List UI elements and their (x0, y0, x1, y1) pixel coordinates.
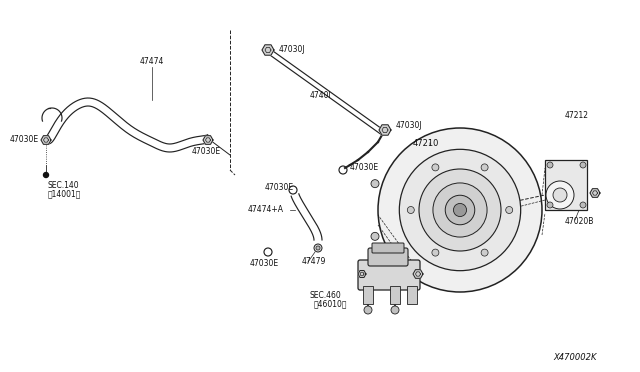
Circle shape (419, 169, 501, 251)
Text: 47210: 47210 (413, 138, 440, 148)
Circle shape (580, 162, 586, 168)
Circle shape (44, 173, 49, 177)
Text: 47030J: 47030J (396, 122, 422, 131)
Polygon shape (203, 136, 213, 144)
Circle shape (547, 162, 553, 168)
Circle shape (553, 188, 567, 202)
Circle shape (481, 249, 488, 256)
Circle shape (378, 128, 542, 292)
Circle shape (316, 246, 320, 250)
Text: 47474+A: 47474+A (248, 205, 284, 215)
Text: 47030E: 47030E (192, 148, 221, 157)
Polygon shape (590, 189, 600, 197)
Polygon shape (41, 136, 51, 144)
Text: 〔46010〕: 〔46010〕 (314, 299, 348, 308)
Circle shape (371, 180, 379, 187)
Circle shape (314, 244, 322, 252)
Circle shape (546, 181, 574, 209)
Circle shape (364, 306, 372, 314)
Circle shape (432, 164, 439, 171)
Text: 47020B: 47020B (565, 218, 595, 227)
Circle shape (580, 202, 586, 208)
Text: 47212: 47212 (565, 110, 589, 119)
FancyBboxPatch shape (545, 160, 587, 210)
Circle shape (407, 206, 414, 214)
Text: 47030J: 47030J (279, 45, 306, 55)
Circle shape (391, 306, 399, 314)
Text: 47479: 47479 (302, 257, 326, 266)
Circle shape (432, 249, 439, 256)
FancyBboxPatch shape (363, 286, 373, 304)
Text: SEC.140: SEC.140 (47, 180, 79, 189)
Text: SEC.460: SEC.460 (310, 291, 342, 299)
Text: 47030E: 47030E (10, 135, 39, 144)
Circle shape (445, 195, 475, 225)
Polygon shape (413, 270, 423, 278)
Circle shape (506, 206, 513, 214)
Text: 4740l: 4740l (310, 90, 332, 99)
Text: X470002K: X470002K (553, 353, 596, 362)
FancyBboxPatch shape (358, 260, 420, 290)
FancyBboxPatch shape (390, 286, 400, 304)
Text: 〔14001〕: 〔14001〕 (48, 189, 81, 199)
Text: 47030E: 47030E (350, 164, 379, 173)
FancyBboxPatch shape (368, 248, 408, 266)
FancyBboxPatch shape (407, 286, 417, 304)
Circle shape (433, 183, 487, 237)
Text: 47030E: 47030E (250, 260, 279, 269)
Polygon shape (358, 270, 366, 278)
Circle shape (547, 202, 553, 208)
Circle shape (371, 232, 379, 240)
Text: 47030E: 47030E (265, 183, 294, 192)
Circle shape (453, 203, 467, 217)
Polygon shape (379, 125, 391, 135)
FancyBboxPatch shape (372, 243, 404, 253)
Circle shape (481, 164, 488, 171)
Text: 47474: 47474 (140, 58, 164, 67)
Polygon shape (262, 45, 274, 55)
Circle shape (399, 149, 521, 271)
